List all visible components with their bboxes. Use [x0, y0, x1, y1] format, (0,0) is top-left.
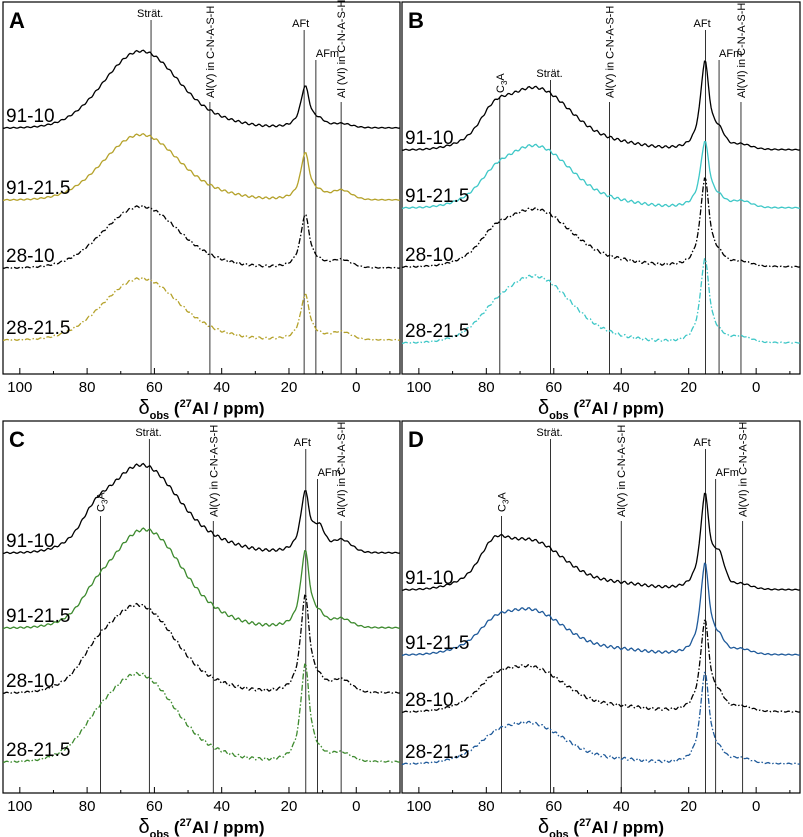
x-axis-title: δobs (27Al / ppm) — [138, 397, 264, 422]
x-axis-title: δobs (27Al / ppm) — [538, 816, 664, 837]
x-tick-label: 0 — [752, 379, 760, 396]
spectrum-28-21_5 — [2, 276, 401, 341]
series-label: 28-21.5 — [405, 742, 469, 763]
ref-label: AFt — [294, 437, 311, 449]
x-tick-label: 80 — [79, 798, 96, 815]
plot-frame — [401, 420, 801, 794]
series-label: 28-10 — [6, 246, 55, 267]
x-axis-title: δobs (27Al / ppm) — [538, 397, 664, 422]
ref-label: C3A — [495, 73, 509, 93]
plot-frame — [401, 1, 801, 375]
panel-d: D C3A Strät. Al(V) in C-N-A-S-H AFt AFmAl(VI)… — [401, 420, 801, 837]
ref-label: AFm — [318, 467, 341, 479]
x-tick-label: 60 — [146, 379, 163, 396]
series-label: 91-21.5 — [6, 606, 70, 627]
spectrum-91-10 — [401, 60, 801, 151]
x-tick-label: 60 — [146, 798, 163, 815]
series-label: 91-21.5 — [6, 178, 70, 199]
ref-label: Al(VI) in C-N-A-S-H — [336, 422, 348, 517]
x-tick-label: 0 — [752, 798, 760, 815]
ref-label: Al (VI) in C-N-A-S-H — [336, 0, 348, 98]
x-tick-label: 80 — [79, 379, 96, 396]
x-tick-label: 100 — [7, 798, 32, 815]
ref-label: Al(V) in C-N-A-S-H — [616, 425, 628, 517]
spectrum-91-21_5 — [401, 562, 801, 656]
panel-letter: C — [9, 427, 25, 452]
x-tick-label: 0 — [352, 379, 360, 396]
ref-label: Strät. — [536, 427, 562, 439]
ref-label: Al(V) in C-N-A-S-H — [205, 6, 217, 98]
x-tick-label: 40 — [613, 379, 630, 396]
x-tick-label: 100 — [406, 379, 431, 396]
x-tick-label: 20 — [281, 798, 298, 815]
x-tick-label: 20 — [680, 798, 697, 815]
ref-label: Strät. — [137, 8, 163, 20]
x-tick-label: 100 — [7, 379, 32, 396]
ref-label: AFm — [719, 48, 742, 60]
series-label: 28-10 — [405, 690, 454, 711]
ref-label: AFt — [694, 437, 711, 449]
x-tick-label: 20 — [281, 379, 298, 396]
spectrum-28-21_5 — [2, 663, 401, 764]
spectrum-28-10 — [401, 177, 801, 269]
x-tick-label: 100 — [406, 798, 431, 815]
series-label: 91-10 — [6, 531, 55, 552]
spectrum-28-21_5 — [401, 257, 801, 344]
ref-label: Al(VI) in C-N-A-S-H — [738, 422, 750, 517]
plot-frame — [2, 420, 401, 794]
series-label: 28-21.5 — [6, 740, 70, 761]
ref-label: Al(V) in C-N-A-S-H — [208, 425, 220, 517]
ref-label: AFt — [694, 18, 711, 30]
spectrum-28-21_5 — [401, 671, 801, 765]
series-label: 28-21.5 — [405, 321, 469, 342]
panel-c: C C3A Strät. Al(V) in C-N-A-S-H AFt AFmAl(VI)… — [2, 420, 401, 837]
spectrum-28-10 — [2, 204, 401, 269]
panel-b: B C3A Strät. Al(V) in C-N-A-S-H AFt AFmAl(VI)… — [401, 1, 801, 422]
series-label: 28-10 — [405, 245, 454, 266]
plot-frame — [2, 1, 401, 375]
spectrum-91-10 — [2, 49, 401, 129]
ref-label: Al(V) in C-N-A-S-H — [604, 6, 616, 98]
series-label: 91-21.5 — [405, 186, 469, 207]
spectrum-91-10 — [2, 462, 401, 555]
panel-letter: D — [408, 427, 424, 452]
panel-letter: A — [9, 8, 25, 33]
x-axis-title: δobs (27Al / ppm) — [138, 816, 264, 837]
ref-label: Strät. — [135, 427, 161, 439]
x-tick-label: 60 — [545, 379, 562, 396]
ref-label: Al(VI) in C-N-A-S-H — [736, 3, 748, 98]
ref-label: AFm — [316, 48, 339, 60]
ref-label: Strät. — [536, 68, 562, 80]
ref-label: AFm — [716, 467, 739, 479]
series-label: 28-10 — [6, 671, 55, 692]
x-tick-label: 40 — [213, 379, 230, 396]
spectrum-28-10 — [401, 619, 801, 713]
x-tick-label: 40 — [613, 798, 630, 815]
series-label: 91-10 — [6, 106, 55, 127]
spectrum-91-21_5 — [2, 527, 401, 630]
spectrum-91-21_5 — [2, 132, 401, 201]
series-label: 91-21.5 — [405, 633, 469, 654]
series-label: 91-10 — [405, 128, 454, 149]
x-tick-label: 40 — [213, 798, 230, 815]
ref-label: C3A — [96, 492, 110, 512]
ref-label: AFt — [292, 18, 309, 30]
x-tick-label: 80 — [478, 379, 495, 396]
spectrum-91-10 — [401, 492, 801, 591]
ref-label: C3A — [497, 492, 511, 512]
spectrum-28-10 — [2, 594, 401, 695]
x-tick-label: 0 — [352, 798, 360, 815]
series-label: 28-21.5 — [6, 318, 70, 339]
spectrum-91-21_5 — [401, 140, 801, 210]
x-tick-label: 80 — [478, 798, 495, 815]
series-label: 91-10 — [405, 568, 454, 589]
x-tick-label: 20 — [680, 379, 697, 396]
panel-letter: B — [408, 8, 424, 33]
x-tick-label: 60 — [545, 798, 562, 815]
